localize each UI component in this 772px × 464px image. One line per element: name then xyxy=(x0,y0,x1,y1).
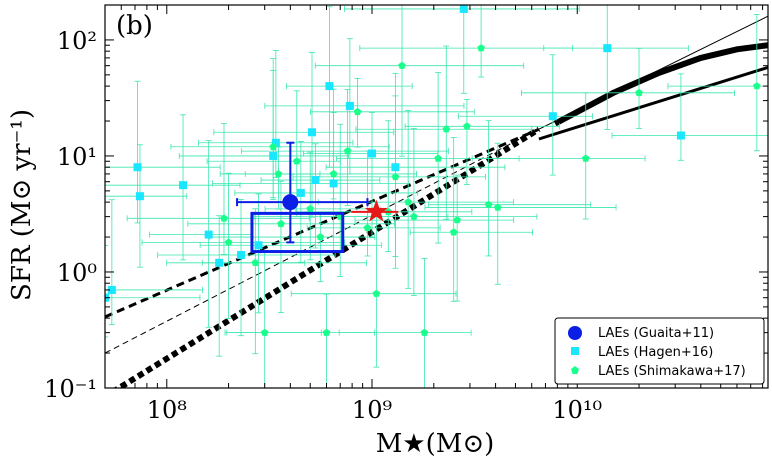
shimakawa-point-32 xyxy=(635,88,643,97)
y-tick-label: 10⁻¹ xyxy=(44,375,97,403)
plot-frame xyxy=(104,4,769,389)
shimakawa-point-20 xyxy=(404,198,412,206)
panel-label: (b) xyxy=(116,11,153,41)
shimakawa-point-1 xyxy=(224,238,233,246)
model-line-thin-dashed xyxy=(105,128,540,354)
shimakawa-point-14 xyxy=(353,107,362,116)
model-line-thick-dotted xyxy=(113,126,541,388)
shimakawa-point-10 xyxy=(322,328,331,336)
hagen-point-2 xyxy=(133,163,142,172)
hagen-point-1 xyxy=(107,285,116,294)
hagen-point-3 xyxy=(135,192,144,201)
hagen-point-4 xyxy=(179,181,188,190)
x-axis-title: M★(M⊙) xyxy=(376,429,495,459)
shimakawa-point-26 xyxy=(453,216,461,224)
y-tick-label: 10² xyxy=(57,27,97,55)
guaita-point xyxy=(282,194,299,211)
x-tick-label: 10⁹ xyxy=(352,396,393,424)
hagen-point-15 xyxy=(329,179,338,188)
model-lines xyxy=(105,15,768,388)
shimakawa-point-8 xyxy=(306,204,314,213)
shimakawa-point-0 xyxy=(220,214,228,222)
y-tick-label: 10¹ xyxy=(57,143,97,171)
hagen-point-18 xyxy=(391,163,400,172)
hagen-point-9 xyxy=(269,151,278,160)
model-line-medium-dashed xyxy=(105,127,540,319)
shimakawa-point-24 xyxy=(442,125,451,133)
shimakawa-point-21 xyxy=(410,212,418,220)
legend-label-shimakawa: LAEs (Shimakawa+17) xyxy=(598,364,746,379)
shimakawa-point-4 xyxy=(269,142,277,150)
shimakawa-point-29 xyxy=(484,200,493,208)
hagen-point-12 xyxy=(307,128,316,137)
hagen-point-10 xyxy=(271,138,280,147)
model-line-thick-solid-curve xyxy=(553,42,768,127)
hagen-point-8 xyxy=(254,241,263,250)
shimakawa-point-9 xyxy=(316,233,325,241)
shimakawa-point-33 xyxy=(753,82,761,90)
shimakawa-point-3 xyxy=(260,328,269,336)
legend-marker-hagen xyxy=(571,347,579,355)
hagen-point-16 xyxy=(345,101,354,110)
y-axis-title: SFR (M⊙ yr⁻¹) xyxy=(7,109,37,301)
star-point xyxy=(365,199,388,222)
hagen-point-22 xyxy=(676,131,685,140)
stacked-sample-box xyxy=(250,211,345,254)
hagen-point-7 xyxy=(237,251,246,260)
legend-marker-shimakawa xyxy=(571,366,579,374)
shimakawa-point-6 xyxy=(277,219,285,228)
shimakawa-point-2 xyxy=(251,258,260,266)
legend-marker-guaita xyxy=(568,326,582,340)
hagen-point-13 xyxy=(311,176,320,185)
axis-ticks: 10⁸ 10⁹ 10¹⁰ 10⁻¹ 10⁰ 10¹ 10² xyxy=(44,4,768,424)
hagen-point-6 xyxy=(215,258,224,267)
legend-box xyxy=(554,317,765,385)
hagen-point-17 xyxy=(368,149,377,158)
hagen-point-5 xyxy=(204,230,213,239)
data-points xyxy=(105,5,761,336)
shimakawa-point-30 xyxy=(494,203,502,211)
shimakawa-point-23 xyxy=(434,154,442,162)
shimakawa-point-5 xyxy=(274,169,283,178)
shimakawa-point-16 xyxy=(372,289,381,297)
shimakawa-point-27 xyxy=(463,122,471,130)
shimakawa-point-13 xyxy=(343,147,352,155)
shimakawa-point-15 xyxy=(363,223,372,232)
hagen-point-14 xyxy=(325,82,334,91)
shimakawa-point-18 xyxy=(391,172,400,181)
hagen-point-11 xyxy=(296,188,305,197)
hagen-point-20 xyxy=(548,112,557,121)
shimakawa-point-28 xyxy=(477,44,485,52)
hagen-point-21 xyxy=(603,44,612,53)
y-tick-label: 10⁰ xyxy=(57,259,97,287)
shimakawa-point-22 xyxy=(420,328,429,336)
hagen-point-19 xyxy=(459,5,468,13)
legend: LAEs (Guaita+11) LAEs (Hagen+16) LAEs (S… xyxy=(554,317,765,385)
legend-label-hagen: LAEs (Hagen+16) xyxy=(598,345,713,360)
shimakawa-point-11 xyxy=(329,169,338,178)
shimakawa-point-7 xyxy=(293,157,301,165)
model-line-medium-solid xyxy=(538,65,768,141)
shimakawa-point-19 xyxy=(398,61,406,69)
shimakawa-point-25 xyxy=(449,228,458,236)
x-tick-label: 10¹⁰ xyxy=(552,396,602,424)
shimakawa-point-31 xyxy=(581,154,590,162)
x-tick-label: 10⁸ xyxy=(147,396,187,424)
legend-label-guaita: LAEs (Guaita+11) xyxy=(598,326,714,341)
